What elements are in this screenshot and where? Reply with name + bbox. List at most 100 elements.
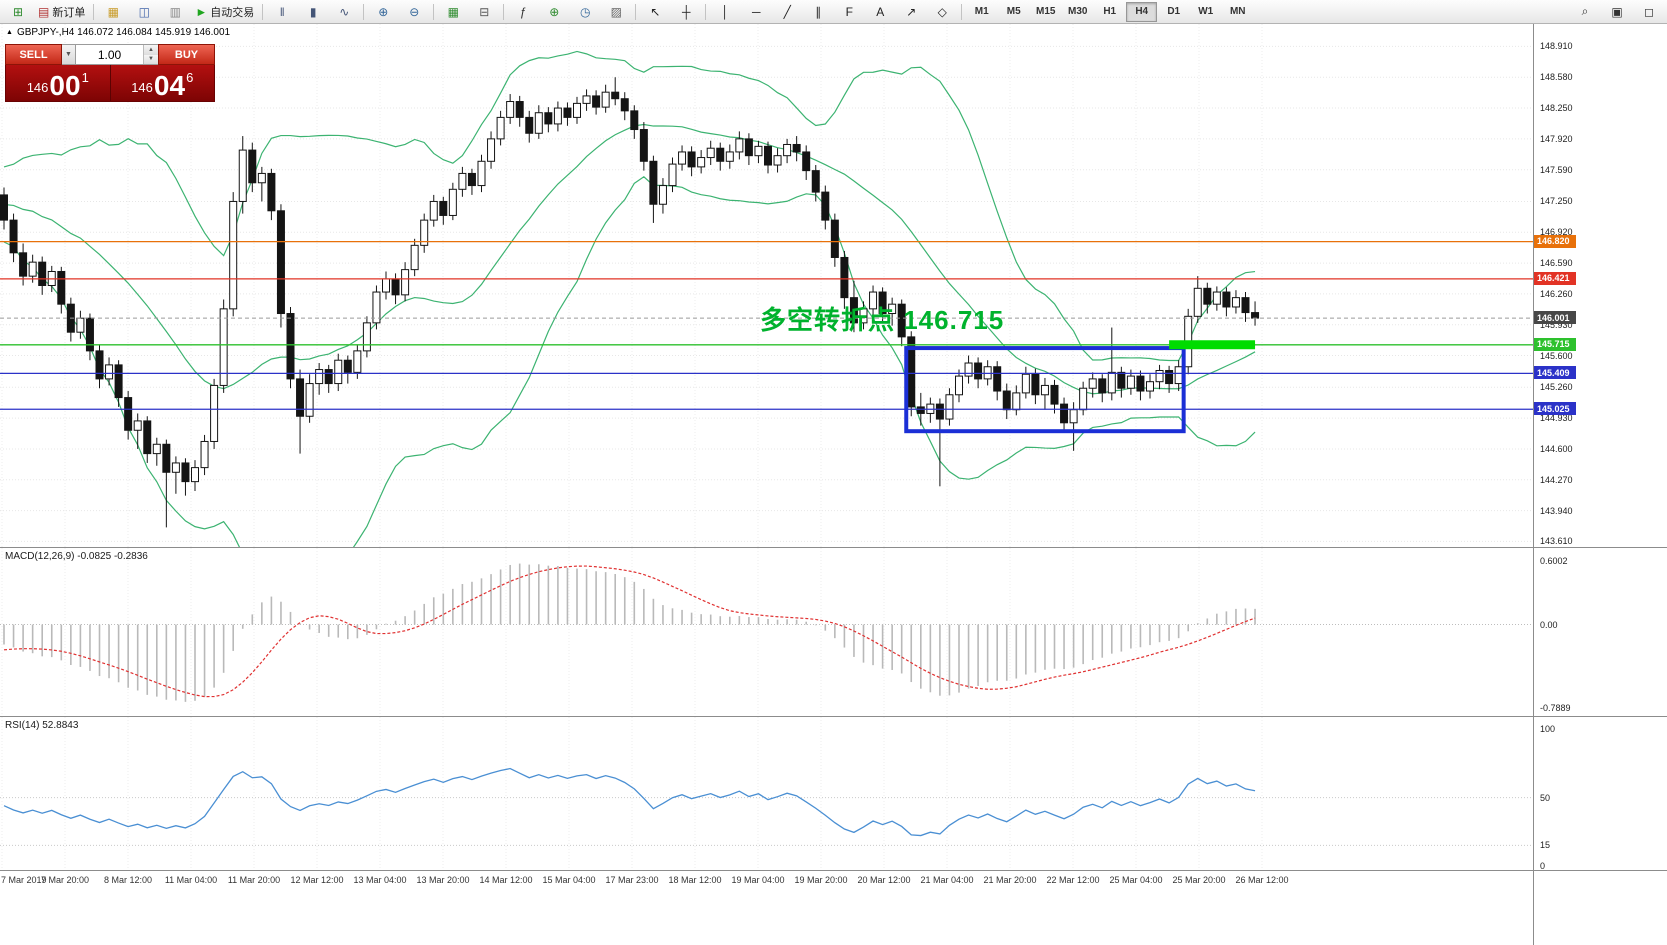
search-icon: ⌕	[1581, 4, 1589, 18]
toolbar-separator	[705, 3, 707, 20]
pane-separator[interactable]	[1534, 547, 1667, 548]
time-axis[interactable]: 7 Mar 2019 7 Mar 20:00 8 Mar 12:00 11 Mar 0…	[0, 871, 1533, 945]
time-axis-label: 25 Mar 20:00	[1172, 875, 1226, 885]
sell-button[interactable]: SELL	[5, 44, 62, 65]
timeframe-d1-button[interactable]: D1	[1167, 6, 1181, 17]
timeframe-h1-button[interactable]: H1	[1103, 6, 1117, 17]
candlestick-series	[0, 77, 1260, 528]
time-axis-label: 26 Mar 12:00	[1235, 875, 1289, 885]
auto-arrange-button[interactable]: ▦	[438, 1, 468, 23]
chart-annotation-text[interactable]: 多空转折点 146.715	[760, 305, 1005, 335]
price-divider	[109, 65, 111, 101]
price-tag-145.715: 145.715	[1534, 337, 1576, 351]
timeframe-m1-button[interactable]: M1	[974, 6, 989, 17]
main-toolbar: ⊞ ▤ 新订单 ▦ ◫ ▥ ► 自动交易 ‖ ▮ ∿ ⊕ ⊖ ▦ ⊟ ƒ ⊕ ◷ ▨ ↖ ┼ │ ─ ╱ ∥ F A ↗ ◇ M1 M5 M1…	[0, 0, 1667, 24]
rsi-pane[interactable]: RSI(14) 52.8843	[0, 717, 1533, 871]
macd-histogram	[3, 563, 1256, 702]
periods-icon: ◷	[579, 4, 591, 19]
time-axis-label: 17 Mar 23:00	[605, 875, 659, 885]
macd-pane[interactable]: MACD(12,26,9) -0.0825 -0.2836	[0, 548, 1533, 717]
crosshair-button[interactable]: ┼	[671, 1, 701, 23]
charts-window-button[interactable]: ◫	[129, 1, 159, 23]
autotrading-button[interactable]: ► 自动交易	[191, 1, 258, 23]
new-chart-button[interactable]: ⊞	[3, 1, 33, 23]
alerts-button[interactable]: ▥	[160, 1, 190, 23]
buy-price[interactable]: 146 04 6	[111, 65, 215, 101]
price-axis-label: 148.910	[1540, 41, 1573, 52]
templates-icon: ▨	[610, 4, 622, 19]
sell-price-sup: 1	[81, 70, 89, 85]
zoom-out-button[interactable]: ⊖	[399, 1, 429, 23]
price-chart-svg	[0, 24, 1533, 547]
profiles-button[interactable]: ▦	[98, 1, 128, 23]
new-order-button[interactable]: ▤ 新订单	[34, 1, 89, 23]
sell-price[interactable]: 146 00 1	[6, 65, 110, 101]
full-screen-button[interactable]: ◻	[1634, 1, 1664, 23]
timeframe-h4-button[interactable]: H4	[1126, 1, 1158, 22]
volume-decrease-button[interactable]: ▼	[144, 54, 158, 64]
timeframe-m15-button[interactable]: M15	[1036, 6, 1056, 17]
tile-windows-button[interactable]: ⊟	[469, 1, 499, 23]
bollinger-middle-band[interactable]	[3, 123, 1256, 395]
trendline-button[interactable]: ╱	[772, 1, 802, 23]
line-chart-type-button[interactable]: ∿	[329, 1, 359, 23]
timeframe-m30-button[interactable]: M30	[1068, 6, 1088, 17]
vertical-line-button[interactable]: │	[710, 1, 740, 23]
price-pane[interactable]: ▲ GBPJPY-,H4 146.072 146.084 145.919 146…	[0, 24, 1533, 548]
chart-title-text: GBPJPY-,H4 146.072 146.084 145.919 146.0…	[16, 27, 231, 38]
autotrading-icon: ►	[195, 4, 208, 19]
pane-separator[interactable]	[1534, 716, 1667, 717]
time-axis-label: 14 Mar 12:00	[479, 875, 533, 885]
volume-input[interactable]: 1.00	[97, 47, 122, 62]
timeframe-mn-button[interactable]: MN	[1229, 6, 1246, 17]
indicators-list-button[interactable]: ƒ	[508, 1, 538, 23]
time-axis-label: 18 Mar 12:00	[668, 875, 722, 885]
add-indicator-button[interactable]: ⊕	[539, 1, 569, 23]
rsi-axis-label: 15	[1540, 840, 1551, 851]
macd-axis-label: 0.00	[1540, 619, 1558, 630]
periods-button[interactable]: ◷	[570, 1, 600, 23]
price-axis-label: 147.590	[1540, 164, 1573, 175]
blue-rectangle-object[interactable]	[904, 346, 1186, 434]
bar-chart-type-button[interactable]: ‖	[267, 1, 297, 23]
cursor-button[interactable]: ↖	[640, 1, 670, 23]
fibonacci-button[interactable]: F	[834, 1, 864, 23]
volume-dropdown-button[interactable]: ▼	[62, 44, 76, 65]
bollinger-upper-band[interactable]	[3, 50, 1256, 362]
time-axis-label: 11 Mar 04:00	[164, 875, 218, 885]
volume-spinner: ▲ ▼	[143, 45, 158, 64]
vertical-line-icon: │	[721, 4, 729, 19]
indicators-list-icon: ƒ	[519, 4, 527, 19]
time-axis-label: 7 Mar 2019	[1, 875, 47, 885]
time-axis-label: 20 Mar 12:00	[857, 875, 911, 885]
zoom-in-button[interactable]: ⊕	[368, 1, 398, 23]
price-axis[interactable]: 148.910 148.580 148.250 147.920 147.590 147.2…	[1533, 24, 1667, 945]
candlestick-chart-type-button[interactable]: ▮	[298, 1, 328, 23]
volume-increase-button[interactable]: ▲	[144, 45, 158, 55]
text-button[interactable]: A	[865, 1, 895, 23]
buy-button[interactable]: BUY	[158, 44, 215, 65]
data-window-button[interactable]: ▣	[1602, 1, 1632, 23]
toolbar-separator	[635, 3, 637, 20]
bollinger-lower-band[interactable]	[3, 176, 1256, 547]
charts-window-icon: ◫	[138, 4, 151, 19]
shapes-button[interactable]: ◇	[927, 1, 957, 23]
templates-button[interactable]: ▨	[601, 1, 631, 23]
collapse-triangle-icon[interactable]: ▲	[6, 29, 13, 36]
equidistant-channel-button[interactable]: ∥	[803, 1, 833, 23]
timeframe-m5-button[interactable]: M5	[1006, 6, 1021, 17]
timeframe-w1-button[interactable]: W1	[1198, 6, 1214, 17]
pane-separator[interactable]	[1534, 870, 1667, 871]
tile-windows-icon: ⊟	[479, 4, 490, 19]
search-button[interactable]: ⌕	[1570, 1, 1600, 23]
price-axis-label: 146.590	[1540, 258, 1573, 269]
price-axis-label: 143.940	[1540, 505, 1573, 516]
horizontal-line-button[interactable]: ─	[741, 1, 771, 23]
new-order-label: 新订单	[52, 6, 86, 19]
horizontal-line-icon: ─	[751, 4, 761, 19]
autotrading-label: 自动交易	[210, 6, 255, 19]
arrow-objects-button[interactable]: ↗	[896, 1, 926, 23]
buy-price-big: 04	[153, 70, 186, 101]
macd-axis-label: -0.7889	[1540, 703, 1571, 714]
